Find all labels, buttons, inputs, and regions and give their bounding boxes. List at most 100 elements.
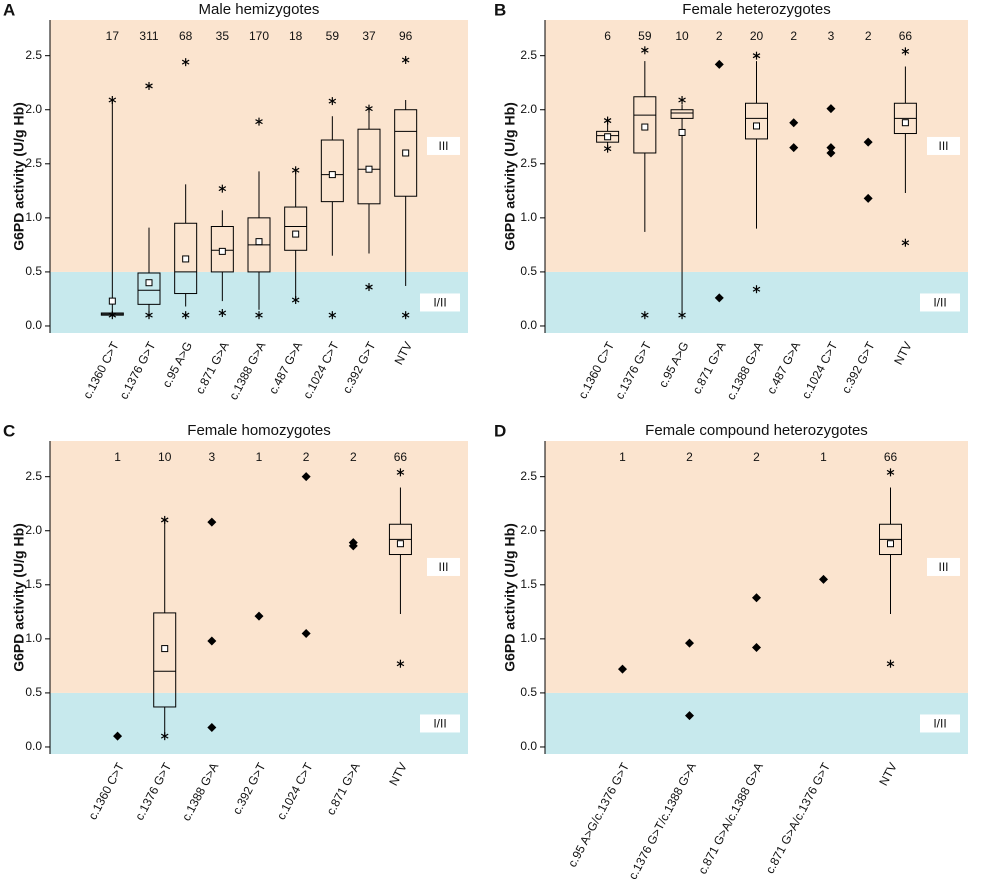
region-label: I/II [933, 296, 946, 310]
y-axis-label: G6PD activity (U/g Hb) [11, 523, 27, 672]
y-tick-label: 0.5 [25, 264, 42, 278]
mean [182, 255, 190, 263]
y-tick-label: 0.5 [520, 264, 537, 278]
region-label: III [938, 560, 948, 574]
data-point [863, 137, 873, 147]
outlier [291, 296, 300, 305]
mean [292, 230, 300, 238]
x-tick-label: c.1024 C>T [300, 339, 342, 401]
panel-letter: B [494, 0, 506, 19]
count-label: 10 [675, 29, 689, 43]
y-tick-label: 0.0 [520, 739, 537, 753]
mean [901, 119, 909, 127]
data-point [348, 541, 358, 551]
outlier-stroke [145, 83, 153, 89]
data-point [789, 118, 799, 128]
count-label: 10 [158, 450, 172, 464]
y-tick-label: 0.5 [520, 685, 537, 699]
y-tick-label: 1.0 [520, 210, 537, 224]
x-tick-label: c.1376 G>T [116, 339, 158, 402]
outlier-stroke [901, 240, 910, 246]
count-label: 2 [716, 29, 723, 43]
data-point [863, 193, 873, 203]
data-point [618, 664, 627, 674]
x-tick-label: c.1360 C>T [80, 339, 122, 401]
count-label: 37 [362, 29, 376, 43]
x-tick-label: c.392 G>T [839, 339, 878, 396]
box [394, 109, 418, 197]
mean [255, 238, 263, 246]
panel-letter: C [3, 421, 15, 440]
y-tick-label: 2.0 [520, 523, 537, 537]
data-point [301, 472, 311, 482]
panel-letter: D [494, 421, 506, 440]
y-tick-label: 1.5 [25, 577, 42, 591]
y-tick-label: 1.0 [520, 631, 537, 645]
region-band [50, 441, 468, 693]
outlier [328, 97, 337, 106]
data-point [752, 593, 761, 603]
outlier [641, 311, 649, 320]
count-label: 35 [216, 29, 230, 43]
x-tick-label: NTV [391, 339, 415, 367]
outlier-stroke [145, 312, 153, 318]
outlier-stroke [255, 119, 263, 125]
x-tick-label: c.871 G>A [690, 339, 729, 396]
y-tick-label: 2.0 [25, 523, 42, 537]
data-point [685, 711, 694, 721]
count-label: 59 [326, 29, 340, 43]
data-point [819, 574, 828, 584]
outlier-stroke [255, 312, 263, 318]
outlier-stroke [160, 517, 169, 523]
panel: I/II III 0.0 0.5 1.0 1.5 2.0 2.5 Female compound… [494, 421, 968, 879]
y-tick-label: 2.5 [520, 48, 537, 62]
x-tick-label: c.1024 C>T [799, 339, 841, 401]
outlier [603, 144, 612, 153]
outlier-stroke [218, 186, 227, 192]
chart-title: Female compound heterozygotes [645, 422, 868, 439]
data-point [685, 638, 694, 648]
data-point [714, 293, 724, 303]
box [153, 612, 177, 708]
outlier [181, 311, 190, 320]
x-tick-label: c.1024 C>T [274, 760, 316, 822]
region-label: I/II [433, 717, 446, 731]
y-tick-label: 0.0 [520, 318, 537, 332]
panel: I/II III 0.0 0.5 1.0 2.5 2.0 2.5 Male hemizygote… [3, 0, 468, 402]
count-label: 2 [303, 450, 310, 464]
count-label: 2 [865, 29, 872, 43]
mean [678, 128, 686, 136]
outlier-stroke [365, 106, 373, 112]
x-tick-label: c.871 G>A [193, 339, 232, 396]
outlier [603, 116, 612, 125]
count-label: 68 [179, 29, 193, 43]
y-tick-label: 2.5 [25, 469, 42, 483]
data-point [207, 636, 217, 646]
y-tick-label: 1.0 [25, 210, 42, 224]
x-tick-label: c.1388 G>A [226, 339, 268, 402]
count-label: 2 [790, 29, 797, 43]
outlier-stroke [160, 733, 169, 739]
x-tick-label: c.1376 G>T [132, 760, 174, 823]
count-label: 17 [106, 29, 120, 43]
outlier [752, 285, 761, 294]
outlier [145, 311, 153, 320]
x-tick-label: c.1388 G>A [724, 339, 766, 402]
box [320, 139, 344, 203]
count-label: 311 [139, 29, 158, 43]
outlier [641, 46, 649, 55]
region-label-box [920, 714, 960, 733]
count-label: 96 [399, 29, 413, 43]
outlier [108, 96, 117, 105]
y-tick-label: 2.5 [25, 156, 42, 170]
region-band [545, 692, 968, 754]
mean [108, 297, 116, 305]
panel: I/II III 0.0 0.5 1.0 2.5 2.0 2.5 Female heterozy… [494, 0, 968, 402]
data-point [207, 723, 217, 733]
outlier [145, 81, 153, 90]
region-label-box [927, 557, 960, 576]
panel-letter: A [3, 0, 15, 19]
data-point [789, 143, 799, 153]
data-point [826, 143, 836, 153]
mean [365, 165, 373, 173]
